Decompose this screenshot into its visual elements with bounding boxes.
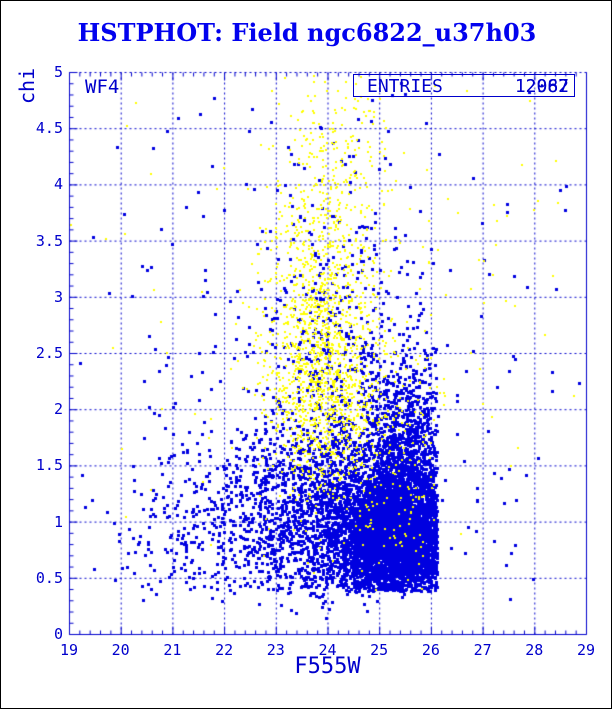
entries-label: ENTRIES — [367, 76, 443, 97]
x-tick-label: 22 — [215, 641, 234, 659]
y-tick-label: 4 — [53, 175, 63, 194]
y-tick-label: 3.5 — [35, 231, 63, 250]
x-tick-label: 28 — [525, 641, 544, 659]
x-tick-label: 21 — [163, 641, 182, 659]
y-tick-label: 0 — [53, 625, 63, 643]
x-tick-label: 23 — [266, 641, 285, 659]
entries-box: ENTRIES 12987 2062 — [353, 74, 575, 97]
y-tick-label: 0.5 — [35, 568, 63, 587]
y-tick-label: 1 — [53, 512, 63, 531]
entries-value-overlay: 2062 — [525, 76, 569, 97]
page-title: HSTPHOT: Field ngc6822_u37h03 — [77, 18, 537, 47]
x-tick-label: 24 — [318, 641, 337, 659]
x-tick-label: 20 — [111, 641, 130, 659]
y-tick-label: 2 — [53, 400, 63, 419]
x-tick-label: 27 — [473, 641, 492, 659]
x-tick-label: 26 — [421, 641, 440, 659]
x-tick-label: 19 — [59, 641, 79, 659]
x-tick-label: 25 — [370, 641, 389, 659]
y-tick-label: 2.5 — [35, 344, 63, 362]
entries-value-primary: 12987 — [514, 76, 569, 97]
y-tick-label: 3 — [53, 287, 63, 306]
x-tick-label: 29 — [576, 641, 596, 659]
x-axis-title: F555W — [294, 654, 361, 679]
chip-label: WF4 — [85, 76, 120, 98]
y-tick-label: 5 — [53, 63, 63, 81]
y-tick-label: 1.5 — [35, 456, 63, 475]
y-tick-label: 4.5 — [35, 119, 63, 138]
